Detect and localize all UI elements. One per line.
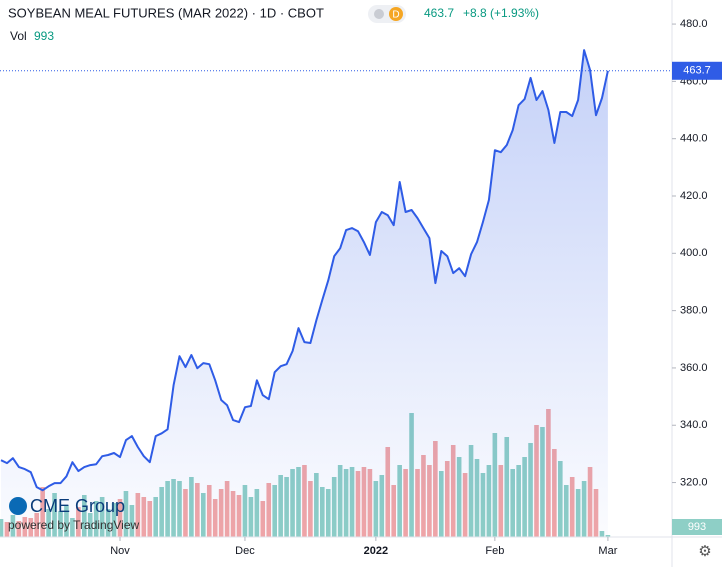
x-tick-label: Feb — [485, 545, 504, 557]
volume-axis-label: 993 — [688, 521, 706, 533]
volume-badge — [672, 519, 722, 535]
x-tick-label: 2022 — [364, 545, 388, 557]
x-tick-label: Dec — [235, 545, 255, 557]
y-tick-label: 400.0 — [680, 247, 708, 259]
y-tick-label: 360.0 — [680, 362, 708, 374]
volume-label: Vol — [10, 29, 27, 43]
logo-globe — [9, 497, 27, 515]
badge: D — [392, 10, 399, 21]
x-tick-label: Mar — [598, 545, 617, 557]
logo-text: CME Group — [30, 496, 125, 516]
powered-by: powered by TradingView — [8, 518, 140, 532]
badge-dot — [374, 9, 384, 19]
last-price: 463.7 — [424, 6, 454, 20]
settings-icon[interactable]: ⚙ — [698, 543, 711, 560]
area-fill — [1, 50, 608, 537]
y-tick-label: 480.0 — [680, 18, 708, 30]
badge-dot — [389, 7, 403, 21]
y-tick-label: 340.0 — [680, 419, 708, 431]
y-tick-label: 420.0 — [680, 190, 708, 202]
logo: CME Group powered by TradingView — [8, 496, 140, 532]
volume-value: 993 — [34, 29, 54, 43]
y-tick-label: 380.0 — [680, 305, 708, 317]
last-price-axis-label: 463.7 — [683, 65, 711, 77]
y-tick-label: 440.0 — [680, 133, 708, 145]
last-price-badge — [672, 61, 722, 80]
price-change: +8.8 (+1.93%) — [463, 6, 539, 20]
x-tick-label: Nov — [110, 545, 130, 557]
chart-title: SOYBEAN MEAL FUTURES (MAR 2022) · 1D · C… — [8, 5, 324, 20]
price-line — [0, 49, 609, 492]
y-tick-label: 320.0 — [680, 476, 708, 488]
